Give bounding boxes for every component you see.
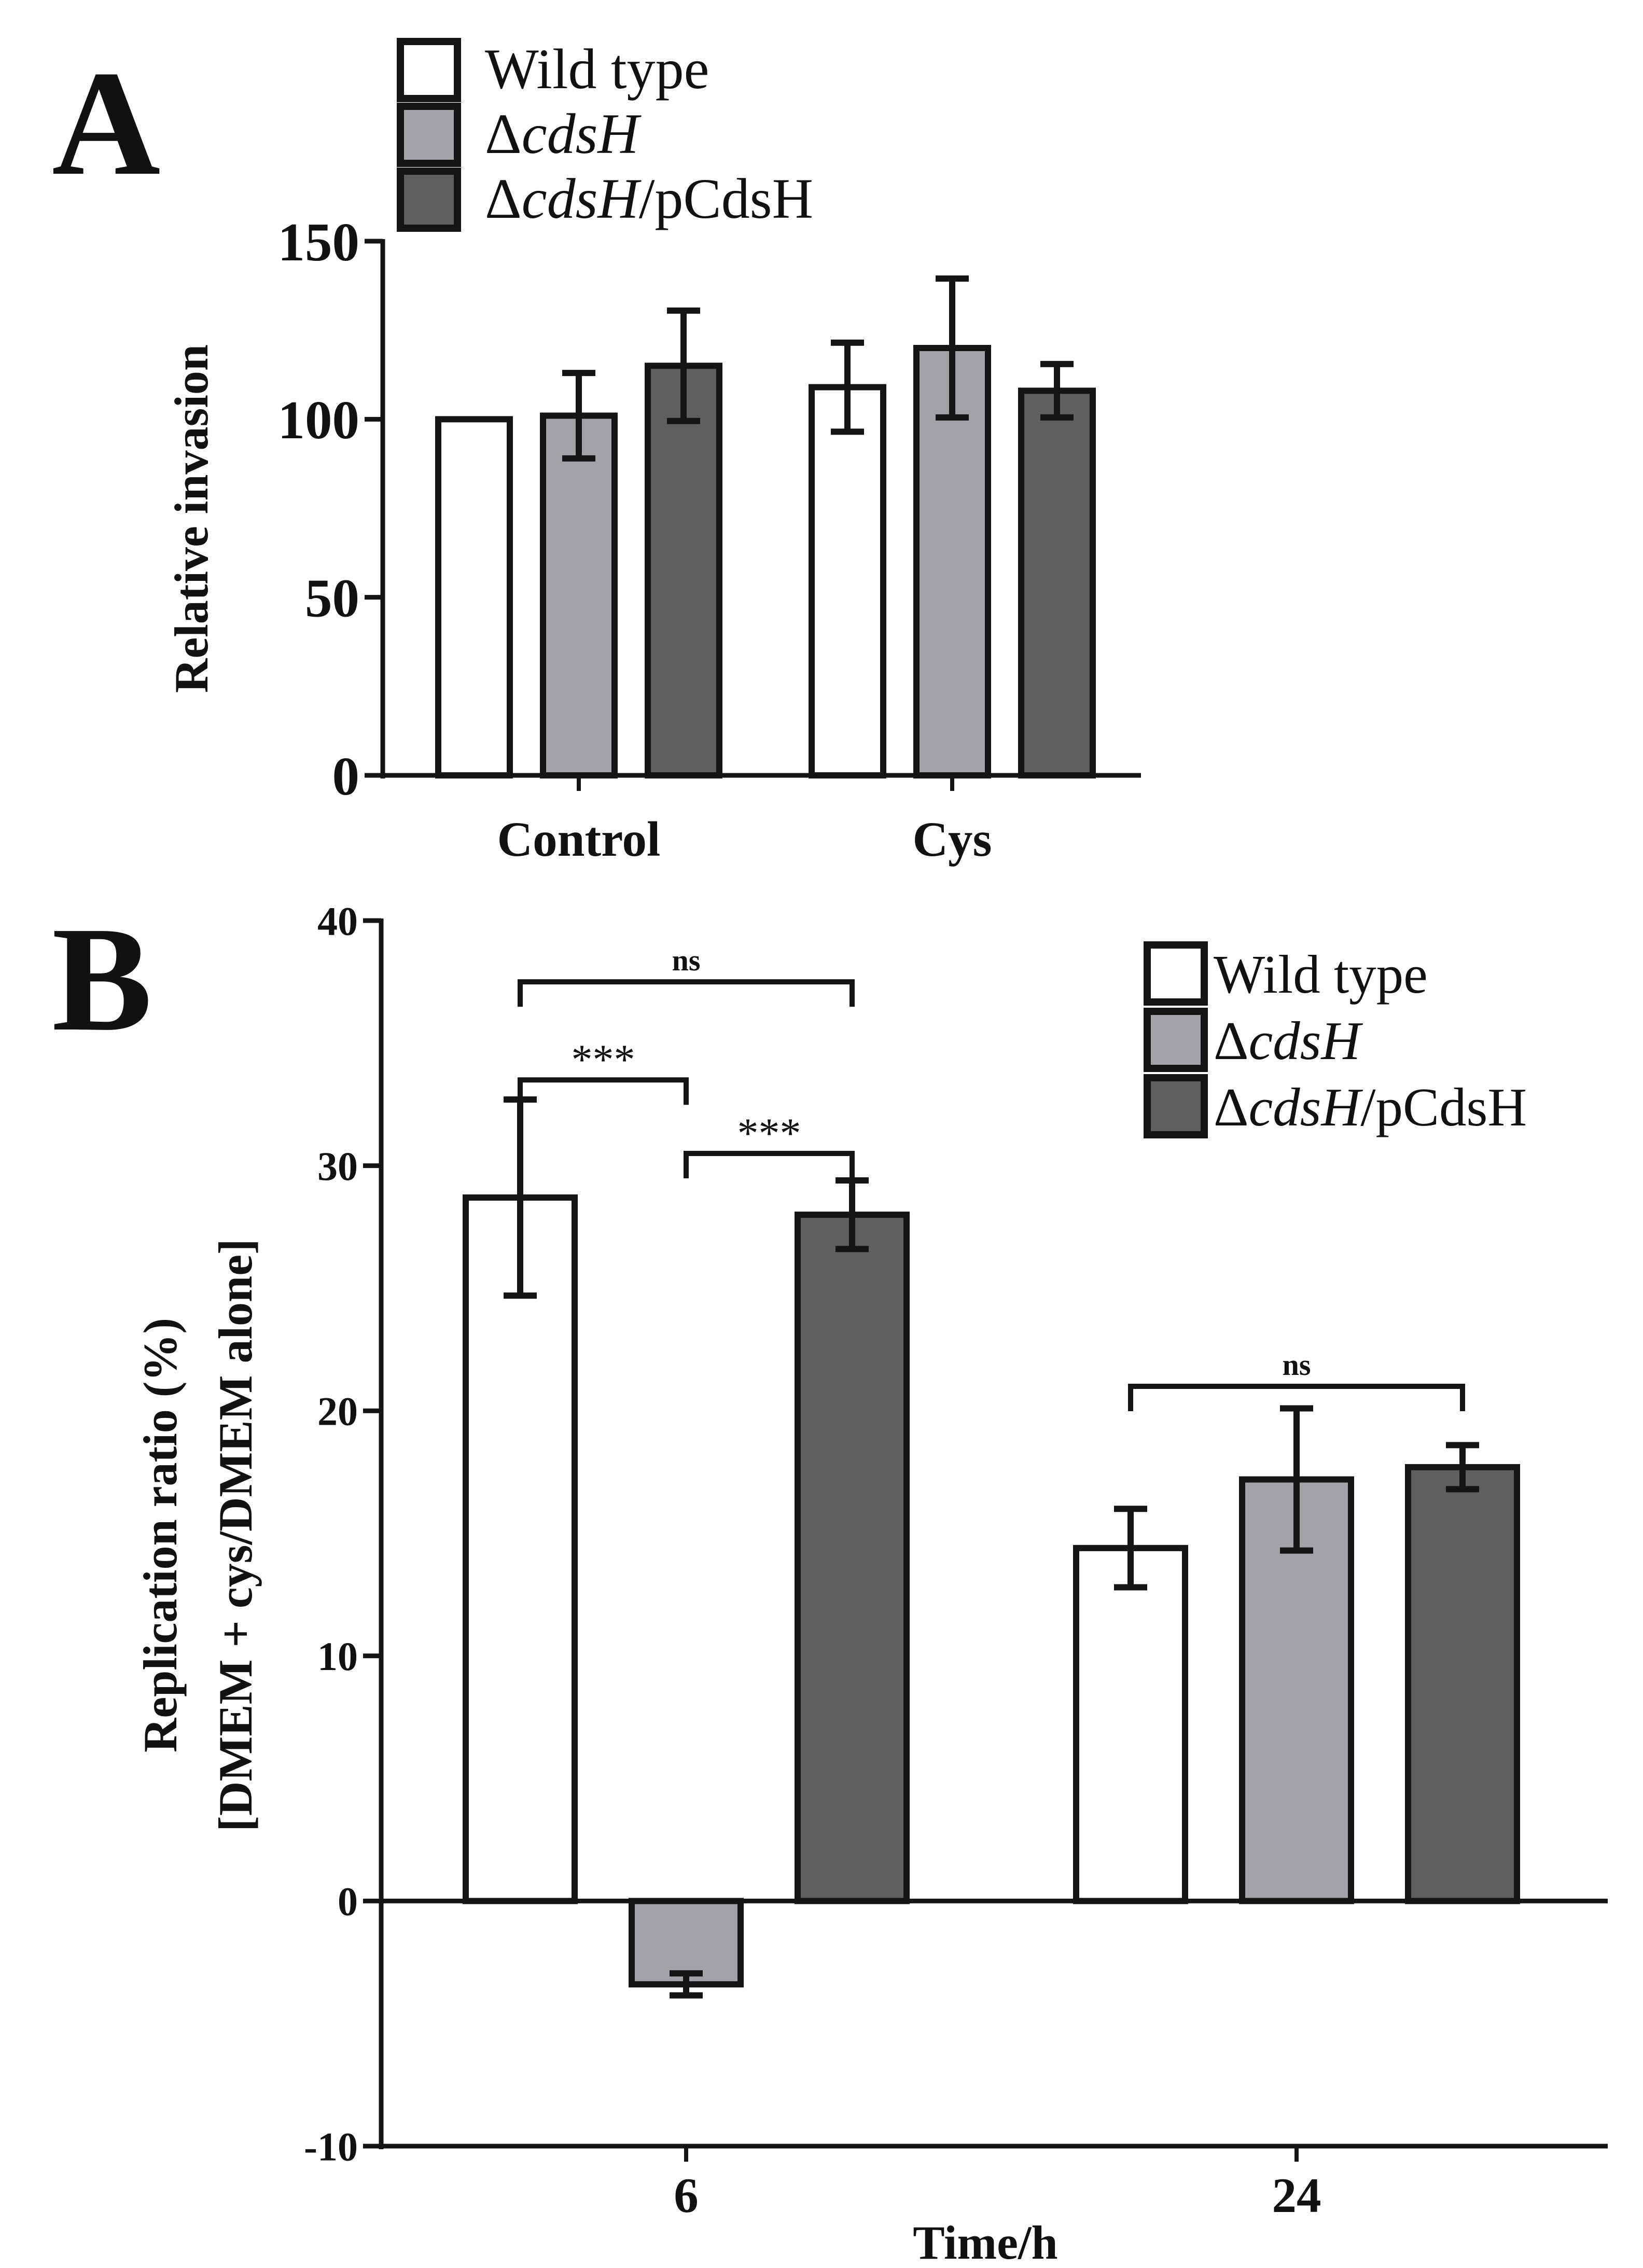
significance-bracket-3 — [1128, 1383, 1465, 1411]
significance-bracket-0 — [518, 1077, 689, 1105]
x-tick-label-control: Control — [497, 812, 661, 867]
panel-b-chart: Replication ratio (%) [DMEM + cys/DMEM a… — [134, 898, 1608, 2268]
legend-swatch-delta-cdsh-pcdsh — [397, 168, 461, 232]
bar-wild-type-6 — [463, 1194, 578, 1904]
significance-label-3: ns — [1283, 1348, 1311, 1382]
y-tick-label-0: -10 — [304, 2124, 358, 2169]
x-tick-label-24: 24 — [1272, 2168, 1321, 2223]
significance-label-1: *** — [737, 1109, 801, 1157]
y-tick-label-5: 40 — [317, 898, 358, 943]
y-tick-label-0: 0 — [332, 746, 360, 806]
bar-delta-cdsh-pcdsh-6 — [795, 1212, 910, 1904]
panel-b-xlabel: Time/h — [913, 2216, 1057, 2268]
legend-swatch-b-delta-cdsh-pcdsh — [1144, 1074, 1208, 1138]
bar-delta-cdsh-pcdsh-control — [645, 363, 722, 778]
y-tick-label-1: 0 — [338, 1879, 358, 1924]
x-tick-label-6: 6 — [674, 2168, 699, 2223]
legend-label-b-delta-cdsh: ΔcdsH — [1214, 1010, 1363, 1071]
legend-swatch-wild-type — [397, 38, 461, 102]
bar-wild-type-24 — [1073, 1545, 1188, 1904]
legend-swatch-b-wild-type — [1144, 941, 1208, 1006]
significance-bracket-1 — [684, 1150, 855, 1178]
legend-label-b-delta-cdsh-pcdsh: ΔcdsH/pCdsH — [1214, 1077, 1527, 1137]
y-tick-label-2: 10 — [317, 1634, 358, 1679]
bar-delta-cdsh-pcdsh-24 — [1405, 1464, 1520, 1904]
bar-wild-type-control — [435, 416, 513, 778]
legend-label-b-wild-type: Wild type — [1214, 944, 1428, 1005]
panel-a-chart: Relative invasion Wild typeΔcdsHΔcdsH/pC… — [165, 37, 1141, 867]
bar-delta-cdsh-pcdsh-cys — [1018, 387, 1096, 778]
legend-label-delta-cdsh: ΔcdsH — [485, 102, 642, 165]
significance-label-2: ns — [672, 943, 701, 977]
panel-b-ylabel-line2: [DMEM + cys/DMEM alone] — [209, 1239, 262, 1831]
y-tick-label-3: 150 — [278, 212, 360, 272]
y-tick-label-2: 100 — [278, 389, 360, 450]
legend-swatch-b-delta-cdsh — [1144, 1008, 1208, 1072]
y-tick-label-1: 50 — [305, 567, 359, 628]
x-tick-label-cys: Cys — [912, 812, 992, 867]
significance-label-0: *** — [572, 1036, 635, 1083]
y-tick-label-4: 30 — [317, 1144, 358, 1189]
legend-swatch-delta-cdsh — [397, 103, 461, 167]
legend-label-delta-cdsh-pcdsh: ΔcdsH/pCdsH — [485, 167, 813, 230]
panel-label-a: A — [52, 40, 160, 206]
legend-label-wild-type: Wild type — [485, 37, 709, 101]
panel-b-ylabel-line1: Replication ratio (%) — [134, 1318, 187, 1752]
significance-bracket-2 — [518, 979, 855, 1007]
bar-delta-cdsh-control — [540, 412, 618, 778]
panel-label-b: B — [52, 896, 152, 1062]
bar-wild-type-cys — [809, 384, 886, 778]
y-tick-label-3: 20 — [317, 1389, 358, 1434]
panel-a-ylabel: Relative invasion — [165, 344, 218, 693]
